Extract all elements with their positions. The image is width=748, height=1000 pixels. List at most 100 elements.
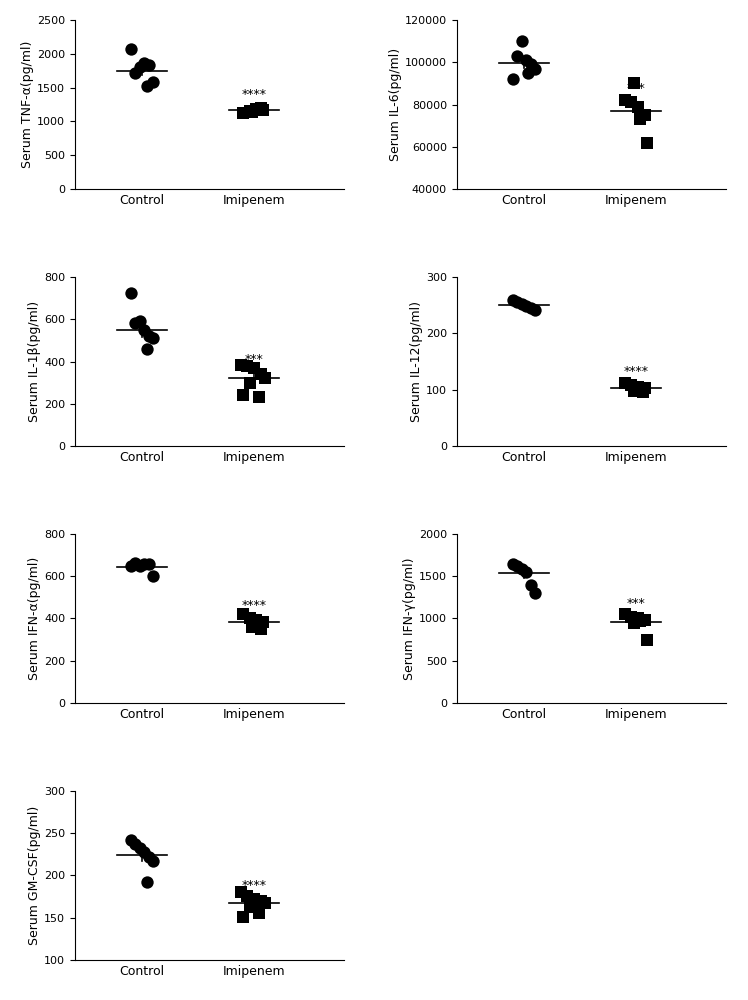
Point: [143, 849, 155, 865]
Point: [237, 387, 249, 403]
Point: [147, 330, 159, 346]
Point: [257, 614, 269, 630]
Point: [134, 558, 146, 574]
Text: ****: ****: [623, 365, 649, 378]
Y-axis label: Serum GM-CSF(pg/ml): Serum GM-CSF(pg/ml): [28, 806, 41, 945]
Point: [634, 382, 646, 398]
Point: [147, 853, 159, 869]
Point: [253, 905, 265, 921]
Point: [520, 564, 532, 580]
Point: [637, 384, 649, 400]
Point: [625, 377, 637, 393]
Text: ***: ***: [245, 353, 263, 366]
Text: ***: ***: [627, 82, 646, 95]
Point: [625, 94, 637, 110]
Point: [134, 313, 146, 329]
Y-axis label: Serum IFN-α(pg/ml): Serum IFN-α(pg/ml): [28, 557, 41, 680]
Point: [515, 33, 527, 49]
Point: [639, 380, 651, 396]
Text: ****: ****: [242, 599, 266, 612]
Text: ***: ***: [627, 597, 646, 610]
Y-axis label: Serum IL-12(pg/ml): Serum IL-12(pg/ml): [410, 301, 423, 422]
Point: [625, 609, 637, 625]
Point: [255, 893, 267, 909]
Text: ****: ****: [242, 88, 266, 101]
Point: [524, 300, 536, 316]
Point: [253, 389, 265, 405]
Point: [255, 100, 267, 116]
Y-axis label: Serum IL-1β(pg/ml): Serum IL-1β(pg/ml): [28, 301, 41, 422]
Point: [143, 556, 155, 572]
Point: [511, 294, 523, 310]
Point: [138, 556, 150, 572]
Point: [632, 379, 644, 395]
Point: [141, 78, 153, 94]
Point: [253, 616, 265, 632]
Point: [141, 341, 153, 357]
Point: [125, 832, 137, 848]
Point: [248, 360, 260, 376]
Point: [511, 558, 523, 574]
Point: [248, 891, 260, 907]
Point: [515, 561, 527, 577]
Point: [506, 556, 518, 572]
Point: [529, 585, 541, 601]
Point: [619, 92, 631, 108]
Point: [634, 613, 646, 629]
Point: [520, 298, 532, 314]
Text: ****: ****: [242, 879, 266, 892]
Point: [129, 65, 141, 81]
Point: [251, 612, 263, 628]
Point: [244, 610, 256, 626]
Y-axis label: Serum IL-6(pg/ml): Serum IL-6(pg/ml): [389, 48, 402, 161]
Point: [138, 322, 150, 338]
Point: [520, 52, 532, 68]
Point: [244, 375, 256, 391]
Point: [522, 65, 534, 81]
Point: [129, 836, 141, 852]
Point: [242, 358, 254, 374]
Point: [634, 111, 646, 127]
Y-axis label: Serum TNF-α(pg/ml): Serum TNF-α(pg/ml): [21, 41, 34, 168]
Point: [237, 105, 249, 121]
Point: [147, 568, 159, 584]
Point: [246, 104, 258, 120]
Point: [138, 844, 150, 860]
Point: [251, 101, 263, 117]
Point: [143, 328, 155, 344]
Point: [632, 610, 644, 626]
Point: [515, 296, 527, 312]
Point: [641, 632, 653, 648]
Point: [511, 48, 523, 64]
Point: [628, 615, 640, 631]
Point: [639, 612, 651, 628]
Point: [125, 41, 137, 57]
Point: [628, 383, 640, 399]
Point: [632, 99, 644, 115]
Point: [529, 61, 541, 77]
Point: [619, 375, 631, 391]
Point: [641, 135, 653, 151]
Point: [242, 888, 254, 904]
Point: [506, 292, 518, 308]
Point: [253, 102, 265, 118]
Point: [260, 370, 272, 386]
Point: [529, 302, 541, 318]
Point: [129, 315, 141, 331]
Point: [524, 56, 536, 72]
Point: [244, 899, 256, 915]
Point: [628, 75, 640, 91]
Point: [244, 103, 256, 119]
Point: [235, 357, 247, 373]
Point: [125, 558, 137, 574]
Point: [639, 107, 651, 123]
Point: [524, 577, 536, 593]
Point: [506, 71, 518, 87]
Point: [141, 874, 153, 890]
Y-axis label: Serum IFN-γ(pg/ml): Serum IFN-γ(pg/ml): [403, 557, 416, 680]
Point: [237, 909, 249, 925]
Point: [255, 366, 267, 382]
Point: [134, 840, 146, 856]
Point: [619, 606, 631, 622]
Point: [138, 55, 150, 71]
